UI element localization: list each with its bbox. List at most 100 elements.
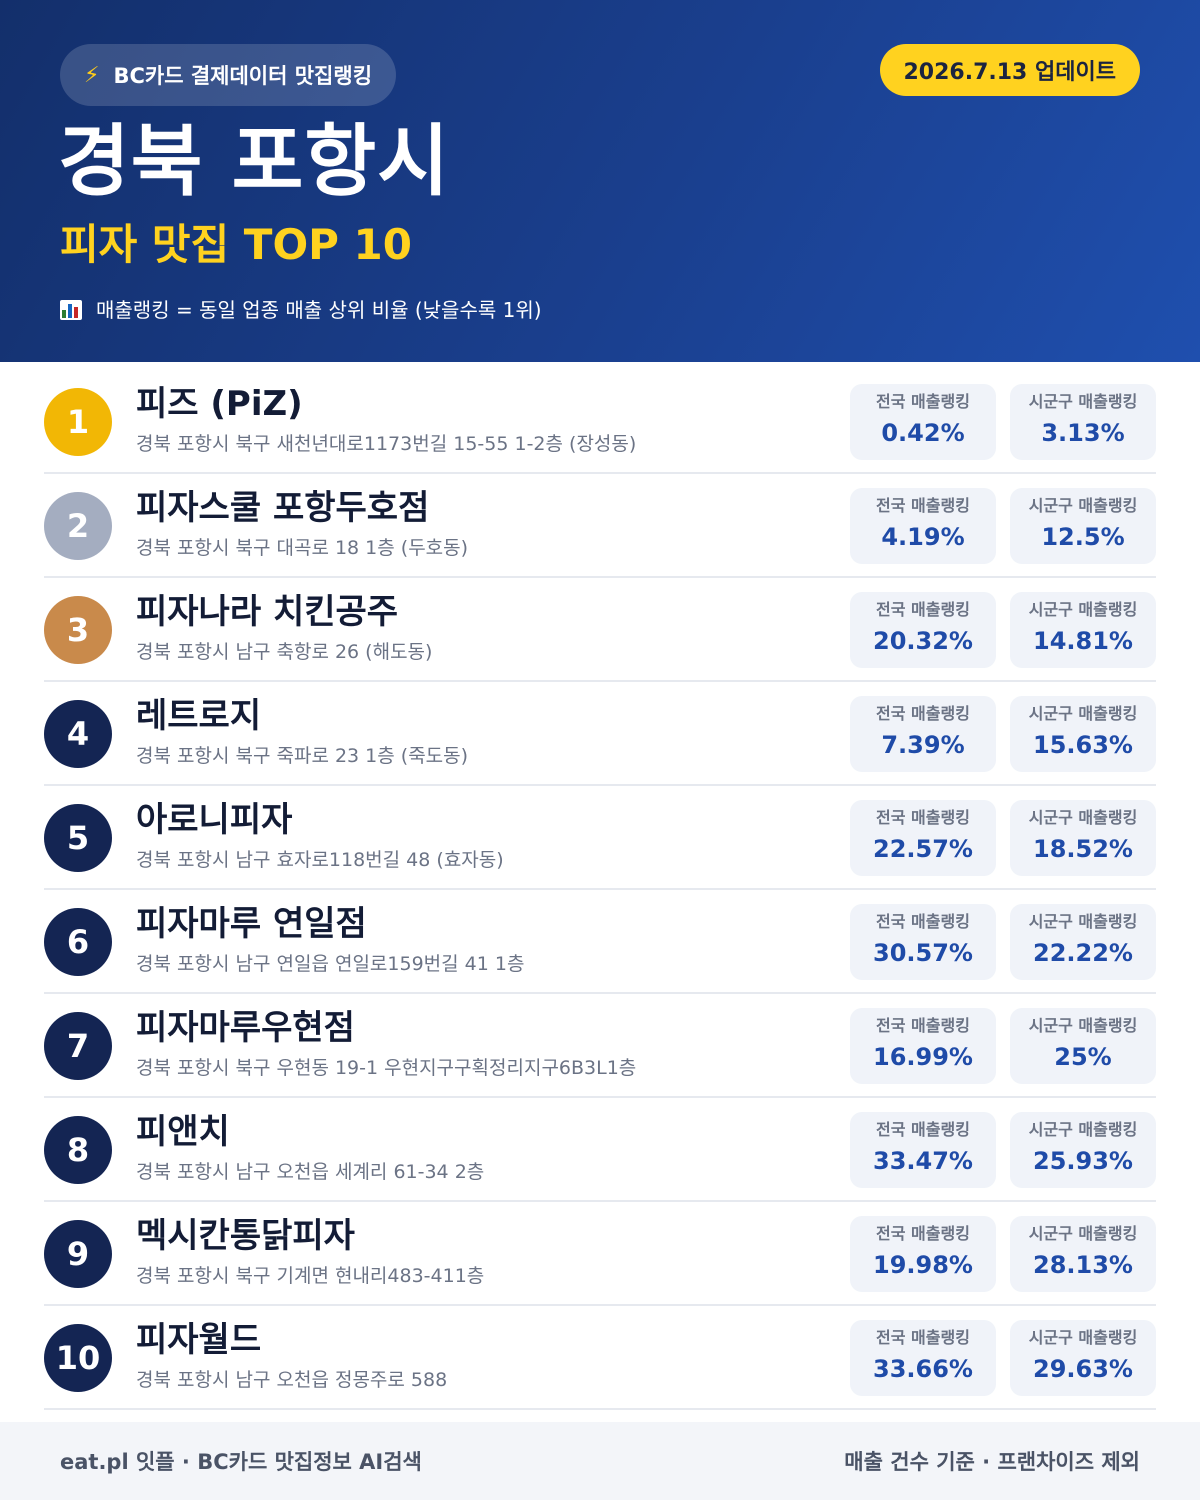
local-ranking-label: 시군구 매출랭킹: [1028, 1224, 1138, 1243]
local-ranking-label: 시군구 매출랭킹: [1028, 392, 1138, 411]
page-subtitle: 피자 맛집 TOP 10: [60, 220, 413, 269]
restaurant-address: 경북 포항시 북구 대곡로 18 1층 (두호동): [136, 537, 469, 559]
local-ranking-label: 시군구 매출랭킹: [1028, 1120, 1138, 1139]
restaurant-name[interactable]: 피자마루우현점: [136, 1008, 355, 1048]
local-ranking-label: 시군구 매출랭킹: [1028, 808, 1138, 827]
list-item[interactable]: 5 아로니피자 경북 포항시 남구 효자로118번길 48 (효자동) 전국 매…: [44, 786, 1156, 890]
local-ranking-value: 28.13%: [1033, 1251, 1133, 1279]
national-ranking-card: 전국 매출랭킹 33.47%: [850, 1112, 996, 1188]
source-pill-label: BC카드 결제데이터 맛집랭킹: [113, 64, 373, 88]
rank-badge: 1: [44, 388, 112, 456]
list-item[interactable]: 2 피자스쿨 포항두호점 경북 포항시 북구 대곡로 18 1층 (두호동) 전…: [44, 474, 1156, 578]
national-ranking-label: 전국 매출랭킹: [876, 912, 970, 931]
local-ranking-label: 시군구 매출랭킹: [1028, 912, 1138, 931]
local-ranking-card: 시군구 매출랭킹 22.22%: [1010, 904, 1156, 980]
restaurant-address: 경북 포항시 남구 오천읍 세계리 61-34 2층: [136, 1161, 485, 1183]
local-ranking-value: 15.63%: [1033, 731, 1133, 759]
list-item[interactable]: 9 멕시칸통닭피자 경북 포항시 북구 기계면 현내리483-411층 전국 매…: [44, 1202, 1156, 1306]
local-ranking-value: 22.22%: [1033, 939, 1133, 967]
national-ranking-label: 전국 매출랭킹: [876, 704, 970, 723]
source-pill: ⚡ BC카드 결제데이터 맛집랭킹: [60, 44, 397, 106]
national-ranking-label: 전국 매출랭킹: [876, 808, 970, 827]
local-ranking-card: 시군구 매출랭킹 3.13%: [1010, 384, 1156, 460]
local-ranking-card: 시군구 매출랭킹 29.63%: [1010, 1320, 1156, 1396]
national-ranking-card: 전국 매출랭킹 19.98%: [850, 1216, 996, 1292]
restaurant-name[interactable]: 멕시칸통닭피자: [136, 1216, 355, 1256]
national-ranking-card: 전국 매출랭킹 16.99%: [850, 1008, 996, 1084]
list-item[interactable]: 7 피자마루우현점 경북 포항시 북구 우현동 19-1 우현지구구획정리지구6…: [44, 994, 1156, 1098]
rank-badge: 3: [44, 596, 112, 664]
restaurant-address: 경북 포항시 남구 오천읍 정몽주로 588: [136, 1369, 448, 1391]
ranking-list: 1 피즈 (PiZ) 경북 포항시 북구 새천년대로1173번길 15-55 1…: [44, 370, 1156, 1410]
national-ranking-card: 전국 매출랭킹 0.42%: [850, 384, 996, 460]
national-ranking-value: 20.32%: [873, 627, 973, 655]
national-ranking-card: 전국 매출랭킹 4.19%: [850, 488, 996, 564]
restaurant-address: 경북 포항시 남구 연일읍 연일로159번길 41 1층: [136, 953, 525, 975]
rank-badge: 6: [44, 908, 112, 976]
local-ranking-card: 시군구 매출랭킹 14.81%: [1010, 592, 1156, 668]
national-ranking-value: 19.98%: [873, 1251, 973, 1279]
page-title: 경북 포항시: [58, 117, 450, 207]
local-ranking-value: 29.63%: [1033, 1355, 1133, 1383]
local-ranking-card: 시군구 매출랭킹 18.52%: [1010, 800, 1156, 876]
rank-badge: 5: [44, 804, 112, 872]
restaurant-address: 경북 포항시 남구 축항로 26 (해도동): [136, 641, 433, 663]
local-ranking-value: 25%: [1054, 1043, 1112, 1071]
national-ranking-card: 전국 매출랭킹 30.57%: [850, 904, 996, 980]
local-ranking-value: 25.93%: [1033, 1147, 1133, 1175]
national-ranking-value: 30.57%: [873, 939, 973, 967]
local-ranking-label: 시군구 매출랭킹: [1028, 600, 1138, 619]
national-ranking-value: 4.19%: [881, 523, 965, 551]
rank-badge: 10: [44, 1324, 112, 1392]
local-ranking-label: 시군구 매출랭킹: [1028, 704, 1138, 723]
local-ranking-value: 14.81%: [1033, 627, 1133, 655]
list-item[interactable]: 3 피자나라 치킨공주 경북 포항시 남구 축항로 26 (해도동) 전국 매출…: [44, 578, 1156, 682]
update-badge: 2026.7.13 업데이트: [879, 44, 1140, 96]
local-ranking-label: 시군구 매출랭킹: [1028, 1016, 1138, 1035]
list-item[interactable]: 6 피자마루 연일점 경북 포항시 남구 연일읍 연일로159번길 41 1층 …: [44, 890, 1156, 994]
restaurant-name[interactable]: 아로니피자: [136, 800, 293, 840]
restaurant-name[interactable]: 피자월드: [136, 1320, 262, 1360]
national-ranking-card: 전국 매출랭킹 22.57%: [850, 800, 996, 876]
local-ranking-value: 12.5%: [1041, 523, 1125, 551]
rank-badge: 4: [44, 700, 112, 768]
restaurant-name[interactable]: 레트로지: [136, 696, 262, 736]
local-ranking-label: 시군구 매출랭킹: [1028, 1328, 1138, 1347]
restaurant-address: 경북 포항시 남구 효자로118번길 48 (효자동): [136, 849, 504, 871]
restaurant-name[interactable]: 피자마루 연일점: [136, 904, 367, 944]
national-ranking-value: 7.39%: [881, 731, 965, 759]
national-ranking-value: 33.66%: [873, 1355, 973, 1383]
ranking-note: 매출랭킹 = 동일 업종 매출 상위 비율 (낮을수록 1위): [60, 294, 542, 326]
local-ranking-card: 시군구 매출랭킹 15.63%: [1010, 696, 1156, 772]
list-item[interactable]: 10 피자월드 경북 포항시 남구 오천읍 정몽주로 588 전국 매출랭킹 3…: [44, 1306, 1156, 1410]
local-ranking-card: 시군구 매출랭킹 12.5%: [1010, 488, 1156, 564]
list-item[interactable]: 8 피앤치 경북 포항시 남구 오천읍 세계리 61-34 2층 전국 매출랭킹…: [44, 1098, 1156, 1202]
bar-chart-icon: [60, 300, 82, 320]
rank-badge: 2: [44, 492, 112, 560]
list-item[interactable]: 4 레트로지 경북 포항시 북구 죽파로 23 1층 (죽도동) 전국 매출랭킹…: [44, 682, 1156, 786]
footer-criteria: 매출 건수 기준 · 프랜차이즈 제외: [844, 1450, 1140, 1474]
national-ranking-value: 22.57%: [873, 835, 973, 863]
local-ranking-card: 시군구 매출랭킹 25.93%: [1010, 1112, 1156, 1188]
local-ranking-card: 시군구 매출랭킹 25%: [1010, 1008, 1156, 1084]
local-ranking-value: 3.13%: [1041, 419, 1125, 447]
local-ranking-card: 시군구 매출랭킹 28.13%: [1010, 1216, 1156, 1292]
footer-source: eat.pl 잇플 · BC카드 맛집정보 AI검색: [60, 1450, 422, 1474]
national-ranking-label: 전국 매출랭킹: [876, 600, 970, 619]
rank-badge: 9: [44, 1220, 112, 1288]
national-ranking-label: 전국 매출랭킹: [876, 1016, 970, 1035]
restaurant-name[interactable]: 피자스쿨 포항두호점: [136, 488, 430, 528]
restaurant-name[interactable]: 피즈 (PiZ): [136, 384, 303, 424]
national-ranking-card: 전국 매출랭킹 7.39%: [850, 696, 996, 772]
national-ranking-card: 전국 매출랭킹 33.66%: [850, 1320, 996, 1396]
restaurant-address: 경북 포항시 북구 우현동 19-1 우현지구구획정리지구6B3L1층: [136, 1057, 637, 1079]
national-ranking-label: 전국 매출랭킹: [876, 1328, 970, 1347]
rank-badge: 7: [44, 1012, 112, 1080]
national-ranking-value: 16.99%: [873, 1043, 973, 1071]
header-banner: ⚡ BC카드 결제데이터 맛집랭킹 2026.7.13 업데이트 경북 포항시 …: [0, 0, 1200, 362]
list-item[interactable]: 1 피즈 (PiZ) 경북 포항시 북구 새천년대로1173번길 15-55 1…: [44, 370, 1156, 474]
footer: eat.pl 잇플 · BC카드 맛집정보 AI검색 매출 건수 기준 · 프랜…: [0, 1422, 1200, 1500]
restaurant-name[interactable]: 피자나라 치킨공주: [136, 592, 399, 632]
local-ranking-label: 시군구 매출랭킹: [1028, 496, 1138, 515]
restaurant-name[interactable]: 피앤치: [136, 1112, 230, 1152]
